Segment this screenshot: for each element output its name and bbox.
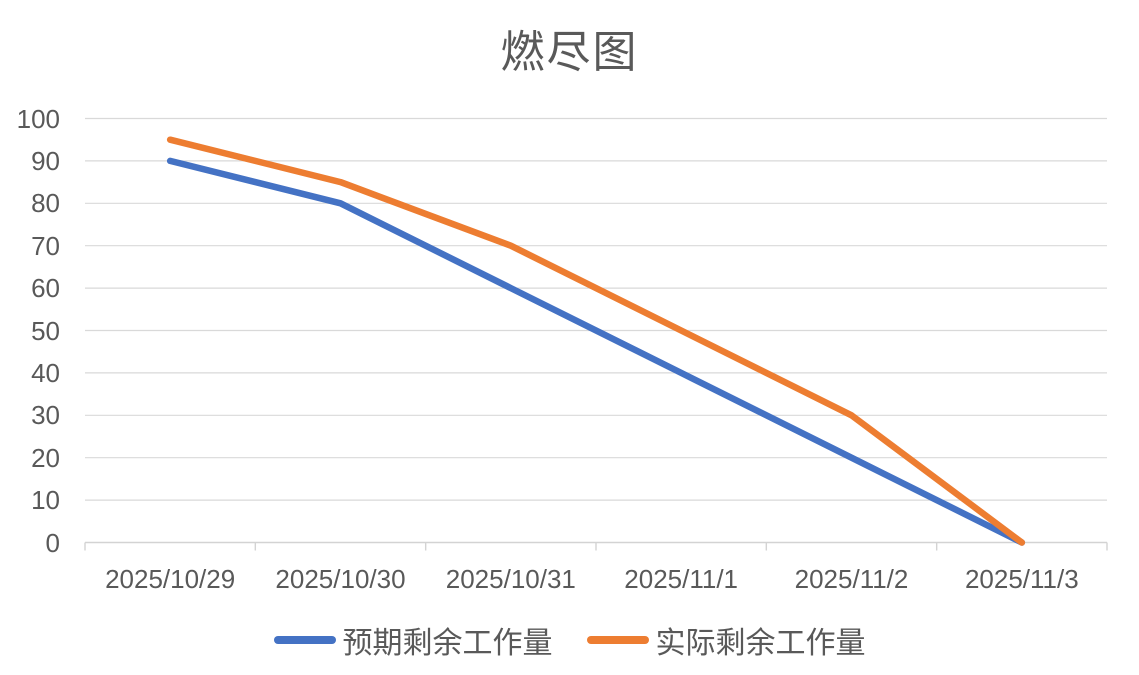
- x-tick-label: 2025/11/2: [794, 564, 909, 594]
- y-tick-label: 30: [31, 400, 60, 431]
- y-tick-label: 100: [16, 103, 60, 134]
- y-tick-label: 40: [31, 357, 60, 388]
- legend-label-expected: 预期剩余工作量: [342, 627, 553, 660]
- x-tick-label: 2025/11/3: [964, 564, 1079, 594]
- y-tick-label: 80: [31, 188, 60, 219]
- x-tick-label: 2025/10/29: [105, 564, 236, 594]
- legend-swatch-actual: [586, 636, 649, 644]
- x-tick-label: 2025/10/30: [275, 564, 406, 594]
- y-tick-label: 90: [31, 145, 60, 176]
- series-line-1: [166, 136, 1026, 546]
- y-tick-label: 60: [31, 273, 60, 304]
- legend-item-expected: 预期剩余工作量: [273, 618, 553, 662]
- y-tick-label: 0: [45, 527, 60, 558]
- legend: 预期剩余工作量 实际剩余工作量: [0, 618, 1139, 662]
- series-line-0: [166, 157, 1026, 546]
- x-tick-label: 2025/10/31: [445, 564, 576, 594]
- y-tick-label: 50: [31, 315, 60, 346]
- y-tick-label: 20: [31, 442, 60, 473]
- legend-swatch-expected: [273, 636, 336, 644]
- x-tick-label: 2025/11/1: [624, 564, 739, 594]
- legend-item-actual: 实际剩余工作量: [586, 618, 866, 662]
- chart-title: 燃尽图: [500, 28, 639, 77]
- legend-label-actual: 实际剩余工作量: [655, 627, 866, 660]
- y-tick-label: 10: [31, 485, 60, 516]
- y-tick-label: 70: [31, 230, 60, 261]
